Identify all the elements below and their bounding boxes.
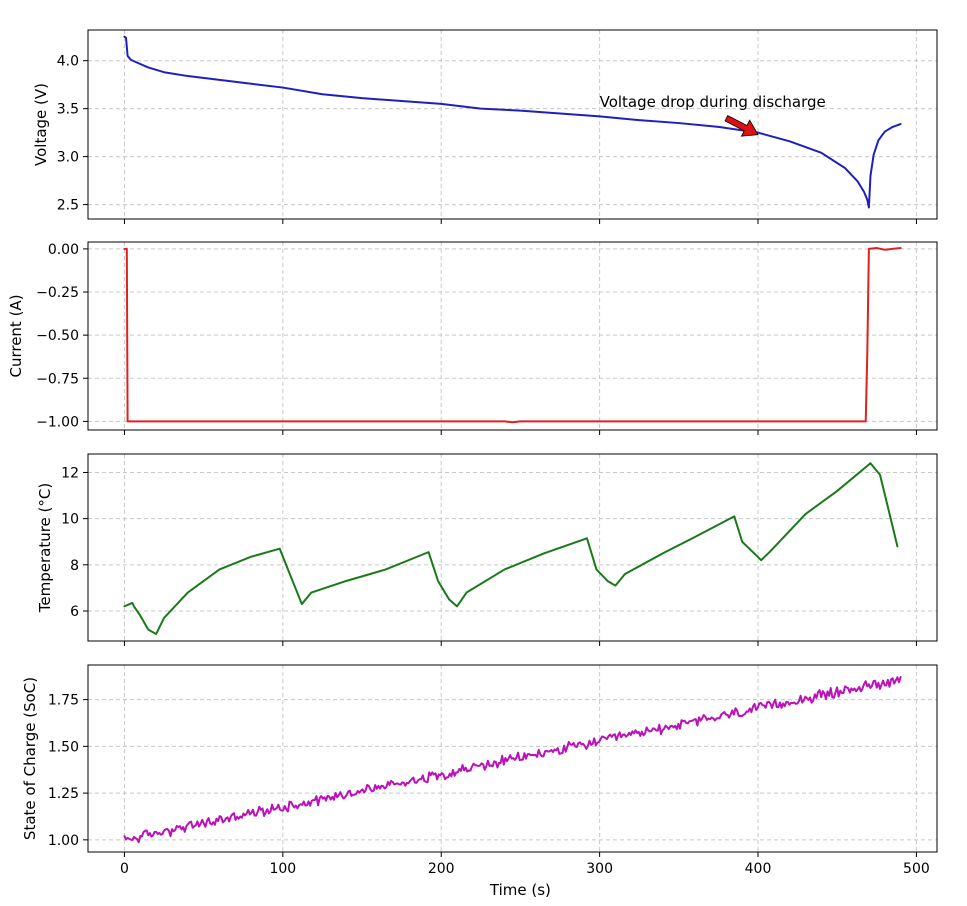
x-tick-label: 100 bbox=[269, 861, 296, 877]
y-tick-label: 3.5 bbox=[57, 102, 79, 118]
axes-frame bbox=[87, 29, 938, 220]
axes-frame bbox=[87, 453, 938, 642]
y-axis-label: Current (A) bbox=[7, 294, 25, 377]
x-tick-label: 400 bbox=[745, 861, 772, 877]
y-tick-label: 4.0 bbox=[57, 54, 79, 70]
y-tick-label: 2.5 bbox=[57, 198, 79, 214]
series-line-1 bbox=[123, 35, 902, 209]
annotation-arrow bbox=[724, 115, 759, 137]
y-tick-label: −0.50 bbox=[36, 328, 79, 344]
series-line-1 bbox=[123, 676, 902, 844]
y-tick-label: 1.25 bbox=[48, 786, 79, 802]
y-axis-label: Temperature (°C) bbox=[36, 483, 54, 613]
subplot-1: 2.5 3.0 3.5 4.0 Voltage (V) Voltage drop duri… bbox=[32, 29, 938, 224]
y-tick-label: 12 bbox=[61, 465, 79, 481]
x-axis-label: Time (s) bbox=[489, 881, 551, 899]
x-tick-label: 500 bbox=[903, 861, 930, 877]
subplot-4: 0 100 200 300 400 500 1.00 1.25 1.50 1.75 State of… bbox=[21, 664, 938, 899]
series-line-1 bbox=[123, 247, 902, 424]
y-tick-label: −0.75 bbox=[36, 371, 79, 387]
y-tick-label: −1.00 bbox=[36, 414, 79, 430]
plot-area bbox=[88, 454, 937, 641]
annotation-text: Voltage drop during discharge bbox=[600, 93, 826, 111]
y-tick-label: −0.25 bbox=[36, 285, 79, 301]
subplot-2: −1.00 −0.75 −0.50 −0.25 0.00 Current (A) bbox=[7, 241, 938, 435]
x-tick-label: 300 bbox=[586, 861, 613, 877]
y-tick-label: 10 bbox=[61, 512, 79, 528]
y-tick-label: 1.00 bbox=[48, 833, 79, 849]
x-tick-label: 200 bbox=[428, 861, 455, 877]
y-tick-label: 1.75 bbox=[48, 693, 79, 709]
y-tick-label: 1.50 bbox=[48, 739, 79, 755]
y-axis-label: Voltage (V) bbox=[32, 83, 50, 166]
y-tick-label: 6 bbox=[70, 604, 79, 620]
y-tick-label: 0.00 bbox=[48, 242, 79, 258]
series-line-1 bbox=[123, 462, 899, 636]
axes-frame bbox=[87, 241, 938, 431]
plot-area bbox=[88, 242, 937, 430]
y-tick-label: 8 bbox=[70, 558, 79, 574]
plot-area bbox=[88, 30, 937, 219]
x-tick-label: 0 bbox=[120, 861, 129, 877]
subplot-panels: 2.5 3.0 3.5 4.0 Voltage (V) Voltage drop duri… bbox=[7, 29, 938, 899]
y-axis-label: State of Charge (SoC) bbox=[21, 677, 39, 840]
subplot-3: 6 8 10 12 Temperature (°C) bbox=[36, 453, 938, 646]
y-tick-label: 3.0 bbox=[57, 150, 79, 166]
axes-frame bbox=[87, 664, 938, 853]
